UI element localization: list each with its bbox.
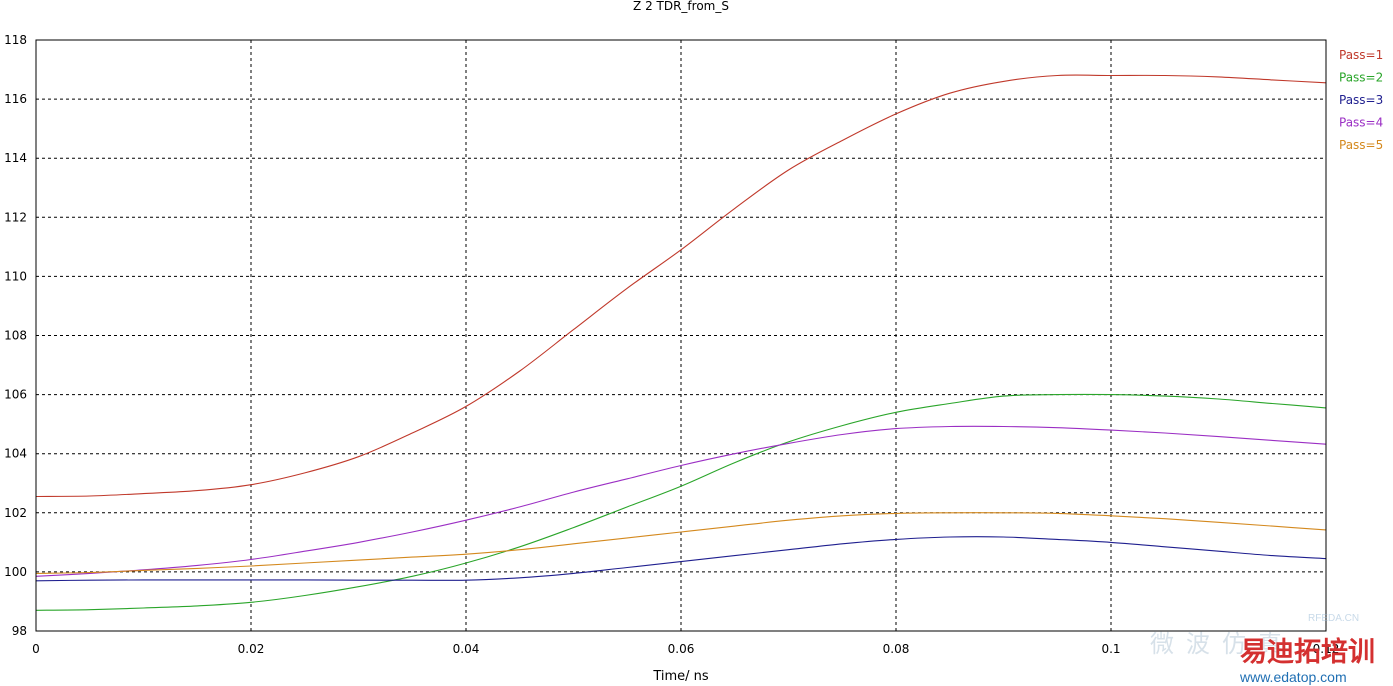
y-tick-label: 110 bbox=[4, 269, 27, 283]
series-line-pass-4 bbox=[35, 425, 1327, 577]
x-tick-labels: 0 0.02 0.04 0.06 0.08 0.1 0.12 bbox=[32, 642, 1339, 656]
y-tick-labels: 98 100 102 104 106 108 110 112 114 116 118 bbox=[4, 33, 27, 638]
chart-title: Z 2 TDR_from_S bbox=[633, 0, 729, 13]
x-tick-label: 0.12 bbox=[1313, 642, 1340, 656]
legend: Pass=1 Pass=2 Pass=3 Pass=4 Pass=5 bbox=[1339, 48, 1383, 152]
x-tick-label: 0.06 bbox=[668, 642, 695, 656]
legend-entry-pass-1: Pass=1 bbox=[1339, 48, 1383, 62]
legend-entry-pass-3: Pass=3 bbox=[1339, 93, 1383, 107]
x-tick-label: 0.02 bbox=[238, 642, 265, 656]
legend-entry-pass-5: Pass=5 bbox=[1339, 138, 1383, 152]
legend-entry-pass-2: Pass=2 bbox=[1339, 71, 1383, 85]
x-tick-label: 0.04 bbox=[453, 642, 480, 656]
y-tick-label: 118 bbox=[4, 33, 27, 47]
y-tick-label: 116 bbox=[4, 92, 27, 106]
x-tick-label: 0.08 bbox=[883, 642, 910, 656]
y-tick-label: 100 bbox=[4, 565, 27, 579]
y-tick-label: 114 bbox=[4, 151, 27, 165]
y-tick-label: 104 bbox=[4, 447, 27, 461]
watermark-faint: 微波仿真 bbox=[1150, 631, 1294, 658]
grid-lines bbox=[36, 40, 1326, 631]
y-tick-label: 106 bbox=[4, 388, 27, 402]
y-tick-label: 108 bbox=[4, 329, 27, 343]
legend-entry-pass-4: Pass=4 bbox=[1339, 116, 1383, 130]
plot-frame bbox=[35, 39, 1327, 632]
series-line-pass-1 bbox=[35, 74, 1327, 498]
x-tick-label: 0 bbox=[32, 642, 40, 656]
series-line-pass-5 bbox=[35, 512, 1327, 574]
watermark: RFEDA.CN 微波仿真 bbox=[1150, 613, 1359, 658]
series-line-pass-2 bbox=[35, 393, 1327, 611]
watermark-site: RFEDA.CN bbox=[1308, 613, 1359, 624]
y-tick-label: 112 bbox=[4, 210, 27, 224]
y-tick-label: 98 bbox=[12, 624, 27, 638]
y-tick-label: 102 bbox=[4, 506, 27, 520]
series-lines bbox=[35, 74, 1327, 611]
x-axis-label: Time/ ns bbox=[652, 669, 709, 684]
watermark-url: www.edatop.com bbox=[1239, 669, 1347, 685]
watermark-brand: 易迪拓培训 bbox=[1240, 637, 1375, 667]
series-line-pass-3 bbox=[35, 536, 1327, 582]
x-tick-label: 0.1 bbox=[1101, 642, 1120, 656]
